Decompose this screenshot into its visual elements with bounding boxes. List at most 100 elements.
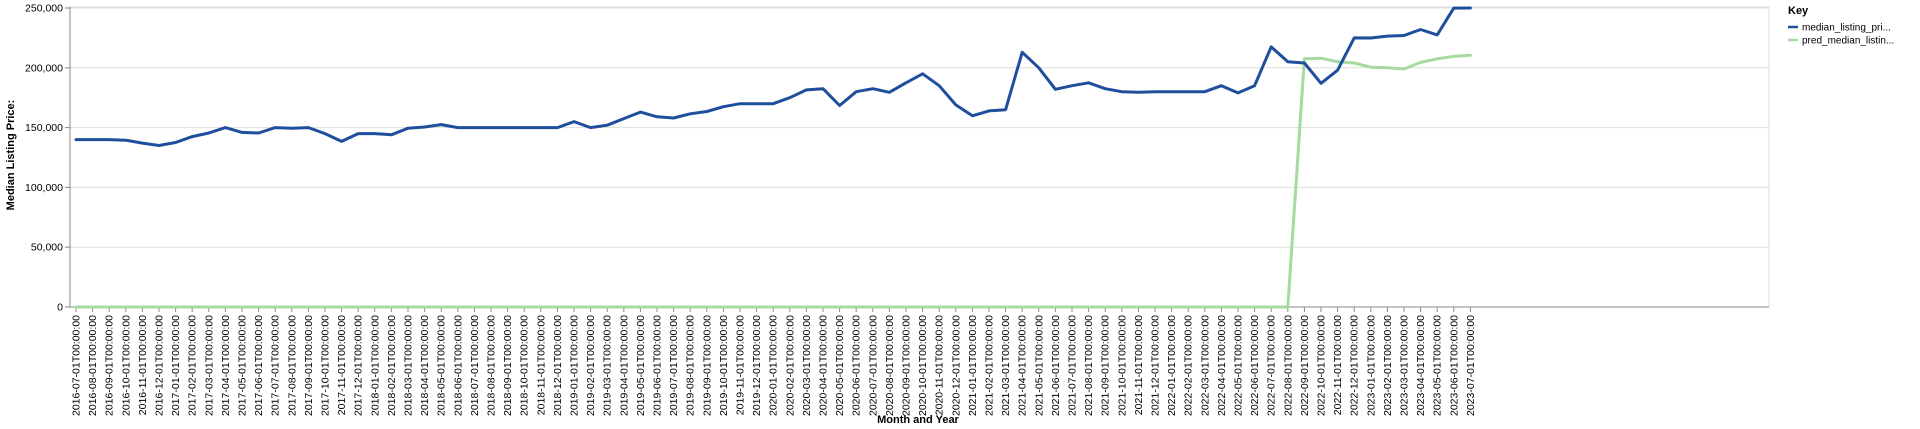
x-tick-label: 2018-12-01T00:00:00 — [552, 315, 564, 416]
x-tick-label: 2022-01-01T00:00:00 — [1166, 315, 1178, 416]
x-tick-label: 2023-02-01T00:00:00 — [1382, 315, 1394, 416]
x-tick-label: 2018-07-01T00:00:00 — [469, 315, 481, 416]
x-tick-label: 2019-11-01T00:00:00 — [735, 315, 747, 415]
x-tick-label: 2021-05-01T00:00:00 — [1033, 315, 1045, 416]
x-tick-label: 2017-08-01T00:00:00 — [286, 315, 298, 416]
x-tick-label: 2019-01-01T00:00:00 — [569, 315, 581, 416]
y-axis-title: Median Listing Price: — [5, 100, 17, 211]
y-tick-label: 200,000 — [25, 62, 63, 74]
x-tick-label: 2018-06-01T00:00:00 — [452, 315, 464, 416]
x-tick-label: 2022-04-01T00:00:00 — [1216, 315, 1228, 416]
x-tick-label: 2023-05-01T00:00:00 — [1432, 315, 1444, 416]
x-tick-label: 2018-08-01T00:00:00 — [486, 315, 498, 416]
x-tick-label: 2022-12-01T00:00:00 — [1349, 315, 1361, 416]
x-tick-label: 2019-04-01T00:00:00 — [618, 315, 630, 416]
x-tick-label: 2021-07-01T00:00:00 — [1067, 315, 1079, 416]
x-tick-label: 2020-12-01T00:00:00 — [950, 315, 962, 416]
x-tick-label: 2023-03-01T00:00:00 — [1399, 315, 1411, 416]
x-tick-label: 2021-04-01T00:00:00 — [1017, 315, 1029, 416]
x-tick-label: 2018-11-01T00:00:00 — [535, 315, 547, 415]
legend-label: median_listing_pri... — [1802, 23, 1891, 34]
x-tick-label: 2022-08-01T00:00:00 — [1282, 315, 1294, 416]
x-tick-label: 2020-05-01T00:00:00 — [834, 315, 846, 416]
x-tick-label: 2022-07-01T00:00:00 — [1266, 315, 1278, 416]
x-tick-label: 2017-09-01T00:00:00 — [303, 315, 315, 416]
x-tick-label: 2021-03-01T00:00:00 — [1000, 315, 1012, 416]
x-tick-label: 2021-12-01T00:00:00 — [1150, 315, 1162, 416]
x-tick-label: 2021-01-01T00:00:00 — [967, 315, 979, 416]
x-tick-label: 2017-11-01T00:00:00 — [336, 315, 348, 415]
x-tick-label: 2020-10-01T00:00:00 — [917, 315, 929, 416]
legend: Key median_listing_pri... pred_median_lis… — [1788, 5, 1894, 47]
x-tick-label: 2018-01-01T00:00:00 — [369, 315, 381, 416]
x-tick-label: 2017-04-01T00:00:00 — [220, 315, 232, 416]
x-tick-label: 2016-10-01T00:00:00 — [120, 315, 132, 416]
x-tick-label: 2016-09-01T00:00:00 — [104, 315, 116, 416]
x-tick-label: 2019-05-01T00:00:00 — [635, 315, 647, 416]
x-tick-label: 2018-03-01T00:00:00 — [403, 315, 415, 416]
x-tick-label: 2022-05-01T00:00:00 — [1233, 315, 1245, 416]
series-line — [74, 6, 1472, 147]
y-tick-label: 150,000 — [25, 122, 63, 134]
y-tick-label: 0 — [57, 302, 63, 314]
x-tick-label: 2020-11-01T00:00:00 — [934, 315, 946, 415]
x-tick-label: 2019-12-01T00:00:00 — [751, 315, 763, 416]
x-tick-label: 2017-07-01T00:00:00 — [270, 315, 282, 416]
x-tick-label: 2020-09-01T00:00:00 — [901, 315, 913, 416]
x-tick-label: 2021-02-01T00:00:00 — [984, 315, 996, 416]
x-tick-label: 2021-10-01T00:00:00 — [1116, 315, 1128, 416]
x-tick-label: 2021-11-01T00:00:00 — [1133, 315, 1145, 415]
x-axis-title: Month and Year — [877, 414, 959, 426]
x-tick-label: 2017-02-01T00:00:00 — [187, 315, 199, 416]
y-tick-label: 100,000 — [25, 182, 63, 194]
x-tick-label: 2022-02-01T00:00:00 — [1183, 315, 1195, 416]
x-tick-label: 2017-01-01T00:00:00 — [170, 315, 182, 416]
x-tick-label: 2019-06-01T00:00:00 — [652, 315, 664, 416]
x-tick-label: 2018-02-01T00:00:00 — [386, 315, 398, 416]
x-tick-label: 2023-07-01T00:00:00 — [1465, 315, 1477, 416]
x-tick-label: 2020-04-01T00:00:00 — [818, 315, 830, 416]
x-tick-label: 2023-06-01T00:00:00 — [1448, 315, 1460, 416]
x-tick-label: 2023-04-01T00:00:00 — [1415, 315, 1427, 416]
x-tick-label: 2020-03-01T00:00:00 — [801, 315, 813, 416]
x-tick-label: 2019-08-01T00:00:00 — [685, 315, 697, 416]
x-tick-label: 2022-03-01T00:00:00 — [1199, 315, 1211, 416]
x-tick-label: 2020-06-01T00:00:00 — [851, 315, 863, 416]
x-tick-label: 2020-02-01T00:00:00 — [784, 315, 796, 416]
x-tick-label: 2016-08-01T00:00:00 — [87, 315, 99, 416]
x-tick-label: 2017-10-01T00:00:00 — [320, 315, 332, 416]
x-tick-label: 2022-10-01T00:00:00 — [1316, 315, 1328, 416]
x-tick-label: 2017-03-01T00:00:00 — [203, 315, 215, 416]
x-tick-label: 2018-05-01T00:00:00 — [436, 315, 448, 416]
x-tick-label: 2019-02-01T00:00:00 — [585, 315, 597, 416]
x-tick-label: 2021-08-01T00:00:00 — [1083, 315, 1095, 416]
grid-lines — [70, 7, 1769, 248]
x-tick-label: 2019-10-01T00:00:00 — [718, 315, 730, 416]
y-tick-label: 250,000 — [25, 3, 63, 15]
x-tick-label: 2018-09-01T00:00:00 — [502, 315, 514, 416]
x-axis-ticks: 2016-07-01T00:00:00 2016-08-01T00:00:00 20… — [71, 307, 1477, 416]
x-tick-label: 2018-10-01T00:00:00 — [519, 315, 531, 416]
x-tick-label: 2020-08-01T00:00:00 — [884, 315, 896, 416]
x-tick-label: 2020-07-01T00:00:00 — [867, 315, 879, 416]
x-tick-label: 2019-07-01T00:00:00 — [668, 315, 680, 416]
x-tick-label: 2023-01-01T00:00:00 — [1365, 315, 1377, 416]
x-tick-label: 2016-11-01T00:00:00 — [137, 315, 149, 415]
x-tick-label: 2018-04-01T00:00:00 — [419, 315, 431, 416]
x-tick-label: 2016-07-01T00:00:00 — [71, 315, 83, 416]
y-tick-label: 50,000 — [31, 242, 63, 254]
x-tick-label: 2017-12-01T00:00:00 — [353, 315, 365, 416]
x-tick-label: 2021-06-01T00:00:00 — [1050, 315, 1062, 416]
x-tick-label: 2019-03-01T00:00:00 — [602, 315, 614, 416]
x-tick-label: 2022-06-01T00:00:00 — [1249, 315, 1261, 416]
x-tick-label: 2019-09-01T00:00:00 — [701, 315, 713, 416]
x-tick-label: 2016-12-01T00:00:00 — [154, 315, 166, 416]
x-tick-label: 2022-11-01T00:00:00 — [1332, 315, 1344, 415]
series-lines — [74, 6, 1472, 309]
x-tick-label: 2020-01-01T00:00:00 — [768, 315, 780, 416]
y-axis-ticks: 0 50,000 100,000 150,000 200,000 250,000 — [25, 3, 70, 314]
x-tick-label: 2017-06-01T00:00:00 — [253, 315, 265, 416]
x-tick-label: 2017-05-01T00:00:00 — [237, 315, 249, 416]
x-tick-label: 2021-09-01T00:00:00 — [1100, 315, 1112, 416]
